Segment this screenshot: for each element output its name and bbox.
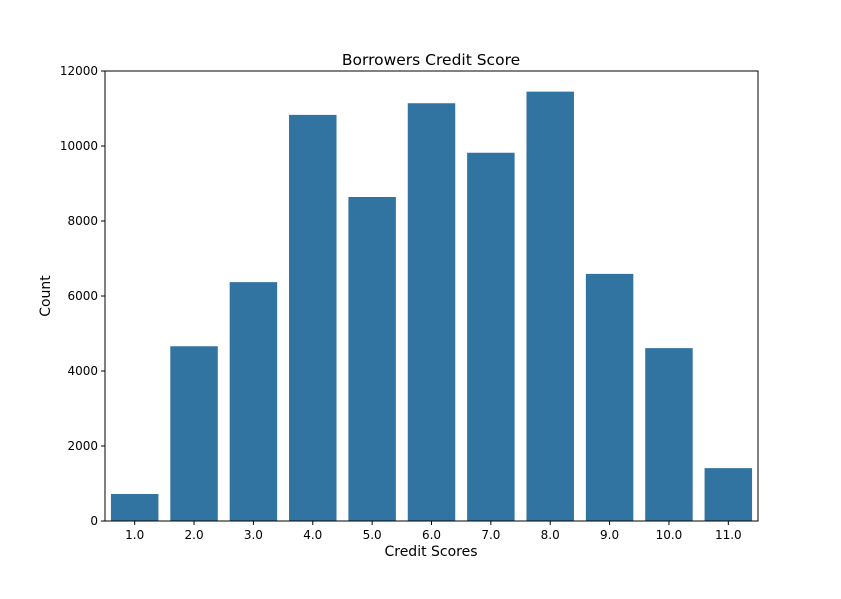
x-tick-label: 11.0 xyxy=(715,528,742,542)
y-axis-label: Count xyxy=(38,275,54,317)
bar-2.0 xyxy=(170,346,218,521)
bar-6.0 xyxy=(407,103,456,521)
bar-11.0 xyxy=(704,468,753,522)
bar-10.0 xyxy=(645,348,693,522)
bar-5.0 xyxy=(348,197,396,521)
x-tick-label: 8.0 xyxy=(541,528,560,542)
y-tick-label: 6000 xyxy=(67,289,98,303)
x-axis-ticks: 1.0 2.0 3.0 4.0 5.0 6.0 7.0 8.0 9.0 10.0 11.0 xyxy=(125,521,742,542)
x-tick-label: 3.0 xyxy=(244,528,263,542)
x-tick-label: 5.0 xyxy=(363,528,382,542)
x-tick-label: 7.0 xyxy=(481,528,500,542)
x-tick-label: 9.0 xyxy=(600,528,619,542)
bar-4.0 xyxy=(289,114,337,522)
x-tick-label: 4.0 xyxy=(303,528,322,542)
bar-1.0 xyxy=(110,494,159,521)
bar-9.0 xyxy=(585,273,634,522)
bars-group xyxy=(110,91,753,522)
x-tick-label: 6.0 xyxy=(422,528,441,542)
chart-title: Borrowers Credit Score xyxy=(342,51,520,69)
x-tick-label: 10.0 xyxy=(656,528,683,542)
x-tick-label: 2.0 xyxy=(185,528,204,542)
y-tick-label: 10000 xyxy=(60,139,98,153)
bar-8.0 xyxy=(526,91,574,522)
x-axis-label: Credit Scores xyxy=(384,544,477,560)
y-tick-label: 2000 xyxy=(67,439,98,453)
plot-frame xyxy=(104,70,759,522)
y-tick-label: 4000 xyxy=(67,364,98,378)
bar-3.0 xyxy=(229,282,278,522)
x-tick-label: 1.0 xyxy=(125,528,144,542)
y-tick-label: 0 xyxy=(90,514,98,528)
bar-7.0 xyxy=(467,152,515,521)
y-tick-label: 12000 xyxy=(60,64,98,78)
y-axis-ticks: 0 2000 4000 6000 8000 10000 12000 xyxy=(60,64,105,528)
y-tick-label: 8000 xyxy=(67,214,98,228)
